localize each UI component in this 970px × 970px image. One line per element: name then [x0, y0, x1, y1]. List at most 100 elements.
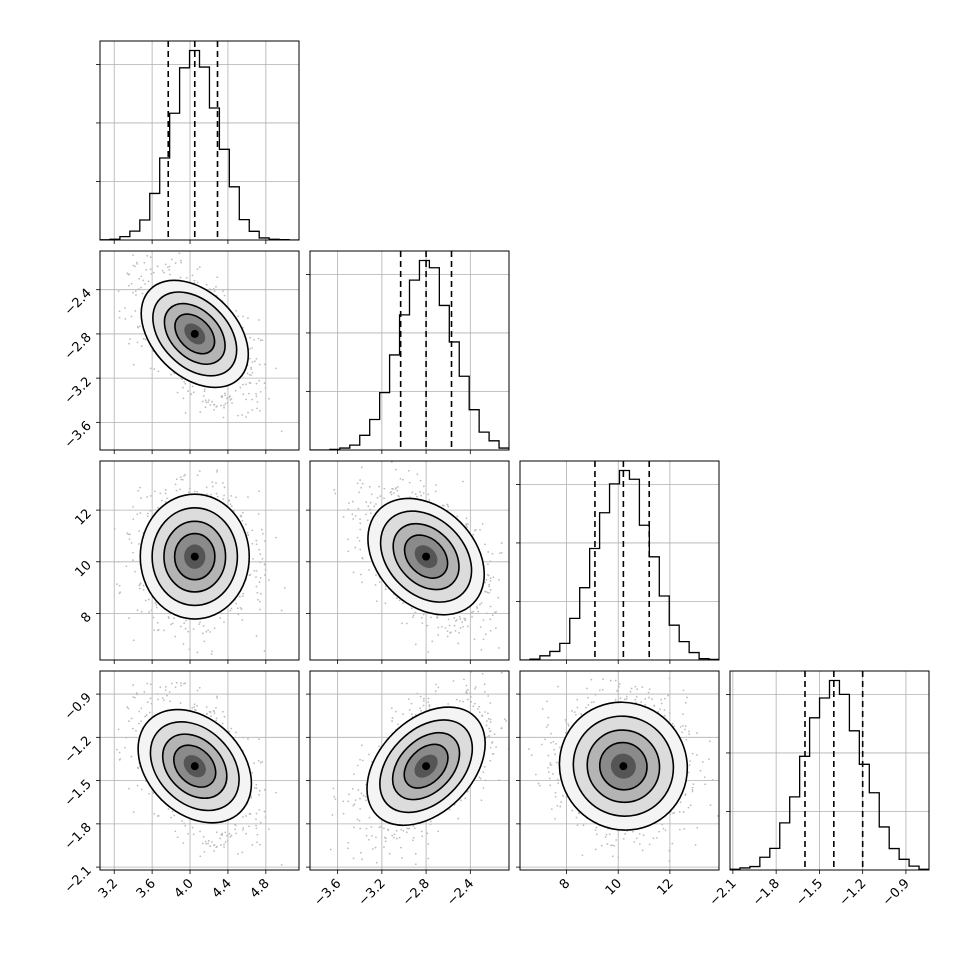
sample-point [659, 708, 661, 711]
scatter-panel-2-0: 8 10 12 [73, 460, 300, 664]
sample-point [446, 503, 449, 506]
sample-point [402, 602, 404, 604]
sample-point [201, 632, 204, 635]
sample-point [152, 271, 155, 274]
sample-point [395, 837, 398, 840]
x-tick-label: 8 [557, 876, 573, 892]
sample-point [140, 286, 142, 289]
sample-point [132, 363, 135, 366]
sample-point [259, 391, 262, 393]
sample-point [118, 758, 121, 761]
sample-point [245, 398, 247, 401]
sample-point [159, 686, 162, 689]
sample-point [242, 736, 244, 739]
sample-point [152, 792, 155, 794]
sample-point [241, 595, 244, 598]
sample-point [546, 700, 548, 703]
sample-point [280, 430, 283, 433]
sample-point [420, 830, 423, 833]
sample-point [193, 703, 196, 706]
sample-point [187, 832, 189, 835]
sample-point [660, 698, 663, 701]
sample-point [367, 505, 370, 508]
sample-point [416, 692, 419, 695]
sample-point [466, 625, 469, 628]
sample-point [247, 317, 249, 319]
sample-point [414, 863, 417, 866]
sample-point [257, 337, 260, 340]
sample-point [595, 833, 598, 836]
sample-point [334, 798, 337, 801]
sample-point [223, 294, 226, 297]
sample-point [482, 638, 485, 641]
sample-point [362, 794, 365, 797]
sample-point [489, 721, 492, 724]
x-tick-label: 4.8 [247, 876, 272, 901]
sample-point [347, 550, 350, 553]
sample-point [503, 718, 506, 721]
sample-point [669, 813, 672, 816]
sample-point [656, 836, 658, 839]
sample-point [368, 838, 370, 841]
sample-point [435, 683, 438, 686]
sample-point [373, 505, 376, 508]
sample-point [138, 530, 141, 532]
sample-point [458, 616, 461, 618]
sample-point [689, 804, 692, 807]
sample-point [211, 481, 214, 484]
sample-point [132, 696, 135, 698]
sample-point [535, 604, 537, 606]
sample-point [235, 496, 237, 499]
sample-point [215, 285, 217, 288]
sample-point [163, 629, 165, 632]
sample-point [128, 342, 130, 345]
sample-point [663, 709, 666, 711]
sample-point [240, 608, 243, 611]
sample-point [118, 751, 121, 754]
sample-point [528, 748, 530, 750]
sample-point [437, 626, 440, 629]
sample-point [547, 754, 550, 757]
y-tick-label: 10 [73, 558, 95, 580]
sample-point [148, 792, 151, 795]
sample-point [483, 691, 486, 693]
sample-point [132, 551, 134, 554]
sample-point [466, 692, 468, 694]
sample-point [465, 524, 468, 527]
sample-point [245, 832, 247, 835]
sample-point [223, 486, 226, 489]
sample-point [242, 511, 244, 514]
sample-point [401, 622, 403, 625]
sample-point [135, 729, 137, 732]
sample-point [489, 579, 492, 582]
sample-point [687, 771, 690, 774]
sample-point [678, 810, 681, 813]
sample-point [353, 803, 356, 806]
sample-point [257, 513, 260, 515]
sample-point [237, 414, 239, 417]
sample-point [226, 401, 229, 404]
sample-point [365, 501, 368, 504]
sample-point [537, 782, 540, 785]
sample-point [138, 587, 141, 590]
sample-point [139, 512, 142, 514]
sample-point [564, 718, 567, 721]
sample-point [682, 689, 685, 692]
sample-point [559, 746, 561, 749]
sample-point [222, 290, 224, 293]
sample-point [549, 761, 552, 764]
sample-point [352, 571, 355, 574]
sample-point [191, 274, 194, 277]
sample-point [689, 760, 692, 763]
sample-point [478, 776, 481, 779]
sample-point [668, 677, 671, 680]
sample-point [342, 800, 345, 803]
sample-point [485, 724, 488, 727]
sample-point [401, 856, 403, 859]
sample-point [587, 696, 589, 699]
sample-point [241, 619, 244, 621]
sample-point [175, 681, 178, 684]
sample-point [594, 829, 597, 831]
sample-point [688, 733, 691, 736]
sample-point [441, 504, 444, 507]
